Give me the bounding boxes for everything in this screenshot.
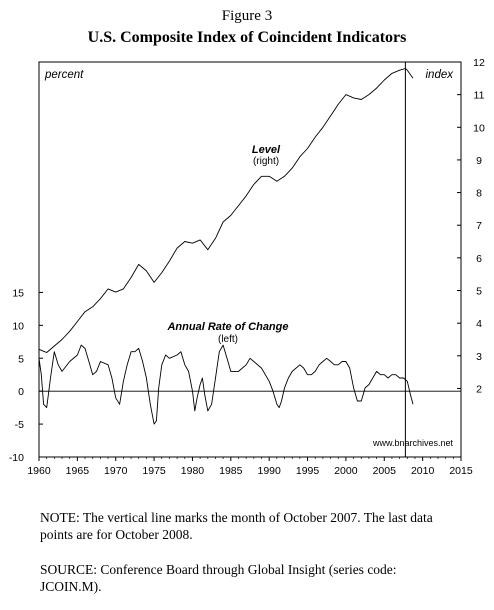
x-tick-label: 2015 — [449, 465, 473, 477]
left-tick-label: -5 — [15, 419, 24, 431]
right-tick-label: 5 — [476, 286, 482, 298]
right-tick-label: 3 — [476, 351, 482, 363]
left-tick-label: 10 — [12, 320, 24, 332]
x-tick-label: 2000 — [334, 465, 358, 477]
chart-title: U.S. Composite Index of Coincident Indic… — [87, 29, 407, 46]
change-annotation-subtitle: (left) — [218, 334, 238, 345]
right-tick-label: 4 — [476, 318, 482, 330]
right-tick-label: 8 — [476, 188, 482, 200]
right-axis-label: index — [426, 69, 455, 81]
x-tick-label: 1995 — [296, 465, 320, 477]
right-tick-label: 12 — [473, 57, 485, 69]
left-tick-label: 15 — [12, 287, 24, 299]
rate-of-change-series-line — [38, 344, 414, 425]
left-axis-label: percent — [44, 69, 84, 81]
level-series-line — [38, 68, 414, 353]
level-annotation-title: Level — [252, 144, 281, 156]
x-tick-label: 1990 — [258, 465, 282, 477]
watermark: www.bnarchives.net — [372, 438, 454, 448]
change-annotation-title: Annual Rate of Change — [166, 321, 288, 333]
plot-frame — [38, 61, 462, 458]
left-tick-label: 0 — [18, 386, 24, 398]
right-tick-label: 7 — [476, 220, 482, 232]
x-tick-label: 1970 — [104, 465, 128, 477]
x-tick-label: 2005 — [373, 465, 397, 477]
right-tick-label: 10 — [473, 122, 485, 134]
right-tick-label: 2 — [476, 383, 482, 395]
right-tick-label: 11 — [474, 90, 485, 102]
right-tick-label: 9 — [476, 155, 482, 167]
figure-label: Figure 3 — [221, 8, 273, 24]
right-tick-label: 6 — [476, 253, 482, 265]
chart-svg: 1960 1965 1970 1975 1980 1985 1990 1995 2000 2005… — [9, 57, 485, 477]
x-tick-label: 1960 — [27, 465, 51, 477]
note-text: NOTE: The vertical line marks the month … — [40, 510, 433, 542]
x-tick-label: 1965 — [66, 465, 90, 477]
x-tick-label: 1975 — [142, 465, 166, 477]
left-tick-label: 5 — [18, 353, 24, 365]
x-tick-label: 1980 — [181, 465, 205, 477]
source-text: SOURCE: Conference Board through Global … — [40, 562, 397, 594]
x-tick-label: 2010 — [411, 465, 435, 477]
x-tick-label: 1985 — [219, 465, 243, 477]
left-tick-label: -10 — [9, 452, 24, 464]
level-annotation-subtitle: (right) — [253, 156, 279, 167]
